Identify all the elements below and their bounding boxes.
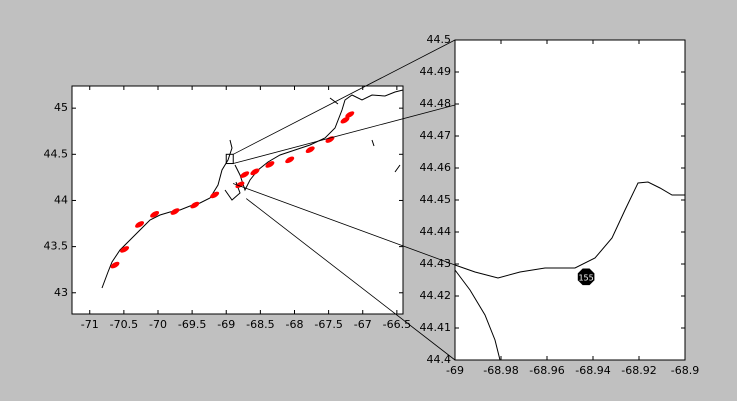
x-tick-label: -67 [354,318,372,331]
y-tick-label: 44.47 [420,129,452,142]
y-tick-label: 44.46 [420,161,452,174]
point [265,161,275,168]
point [250,168,260,176]
x-tick-label: -68.96 [529,364,564,377]
y-tick-label: 44.42 [420,289,452,302]
y-tick-label: 45 [54,101,68,114]
point [150,211,160,218]
point [190,201,200,209]
y-tick-label: 44.43 [420,257,452,270]
zoom-box [225,153,234,165]
x-tick-label: -69 [446,364,464,377]
y-tick-label: 44.44 [420,225,452,238]
y-tick-label: 44.5 [44,147,69,160]
y-tick-label: 44.41 [420,321,452,334]
x-tick-label: -68.5 [246,318,274,331]
x-tick-label: -68.98 [483,364,518,377]
zoom-connector [245,198,456,361]
x-tick-label: -69 [217,318,235,331]
y-tick-label: 44.45 [420,193,452,206]
zoom-coastline [454,181,685,361]
y-tick-label: 44 [54,193,68,206]
zoom-connector [233,39,456,155]
point [170,208,180,215]
x-tick-label: -70 [149,318,167,331]
x-tick-label: -66.5 [383,318,411,331]
y-tick-label: 44.49 [420,65,452,78]
point [210,191,220,199]
x-tick-label: -68.92 [621,364,656,377]
y-tick-label: 44.48 [420,97,452,110]
y-tick-label: 43.5 [44,240,69,253]
point [240,171,250,178]
zoom-axes [454,39,686,361]
y-tick-label: 44.5 [427,33,452,46]
y-tick-label: 43 [54,286,68,299]
point [345,111,355,118]
x-tick-label: -68 [286,318,304,331]
station-label: 155 [578,273,593,282]
point [235,181,245,189]
x-tick-label: -68.94 [575,364,610,377]
station-marker [577,268,595,286]
zoom-connector [233,104,456,164]
x-tick-label: -68.9 [671,364,699,377]
x-tick-label: -70.5 [110,318,138,331]
zoom-connector [232,183,456,266]
point [135,221,145,228]
point [285,156,295,164]
x-tick-label: -71 [81,318,99,331]
x-tick-label: -69.5 [178,318,206,331]
y-tick-label: 44.4 [427,353,452,366]
map-axes [71,85,404,315]
point [325,136,335,143]
x-tick-label: -67.5 [314,318,342,331]
coastline [101,89,404,289]
point [340,116,350,124]
point [305,146,315,153]
point [120,246,130,253]
point [110,261,120,269]
